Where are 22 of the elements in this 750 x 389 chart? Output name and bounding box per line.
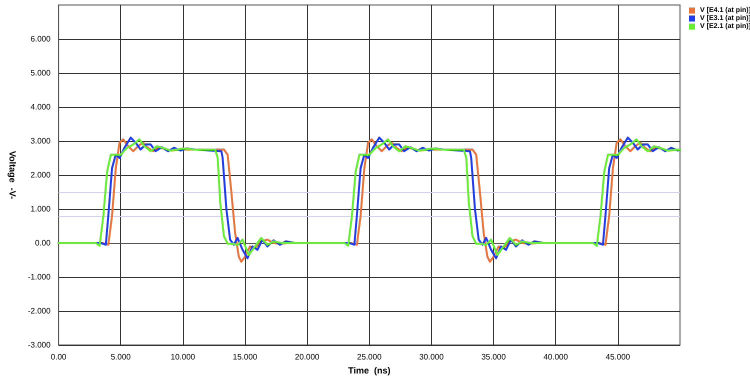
- y-tick-label: 4.000: [30, 102, 52, 112]
- y-tick-label: 1.000: [30, 204, 52, 214]
- x-tick-label: 30.000: [419, 352, 444, 362]
- y-tick-label: 5.000: [30, 68, 52, 78]
- x-tick-label: 20.000: [294, 352, 320, 362]
- x-tick-label: 35.000: [481, 352, 506, 362]
- y-tick-label: 3.000: [30, 136, 52, 146]
- y-tick-label: 6.000: [30, 34, 52, 44]
- y-tick-label: 0.00: [35, 238, 52, 248]
- x-tick-label: 40.000: [543, 352, 568, 362]
- x-axis-title: Time (ns): [348, 365, 390, 376]
- x-tick-label: 0.00: [50, 352, 67, 362]
- x-tick-label: 10.000: [170, 352, 196, 362]
- x-tick-label: 45.000: [606, 352, 631, 362]
- y-axis-title: Voltage -V-: [8, 150, 18, 200]
- x-tick-label: 15.000: [232, 352, 258, 362]
- y-tick-label: -3.000: [28, 340, 52, 350]
- x-tick-label: 5.000: [110, 352, 132, 362]
- y-tick-label: -2.000: [28, 306, 52, 316]
- y-tick-label: -1.000: [28, 272, 52, 282]
- x-tick-label: 25.000: [357, 352, 382, 362]
- y-tick-label: 2.000: [30, 170, 52, 180]
